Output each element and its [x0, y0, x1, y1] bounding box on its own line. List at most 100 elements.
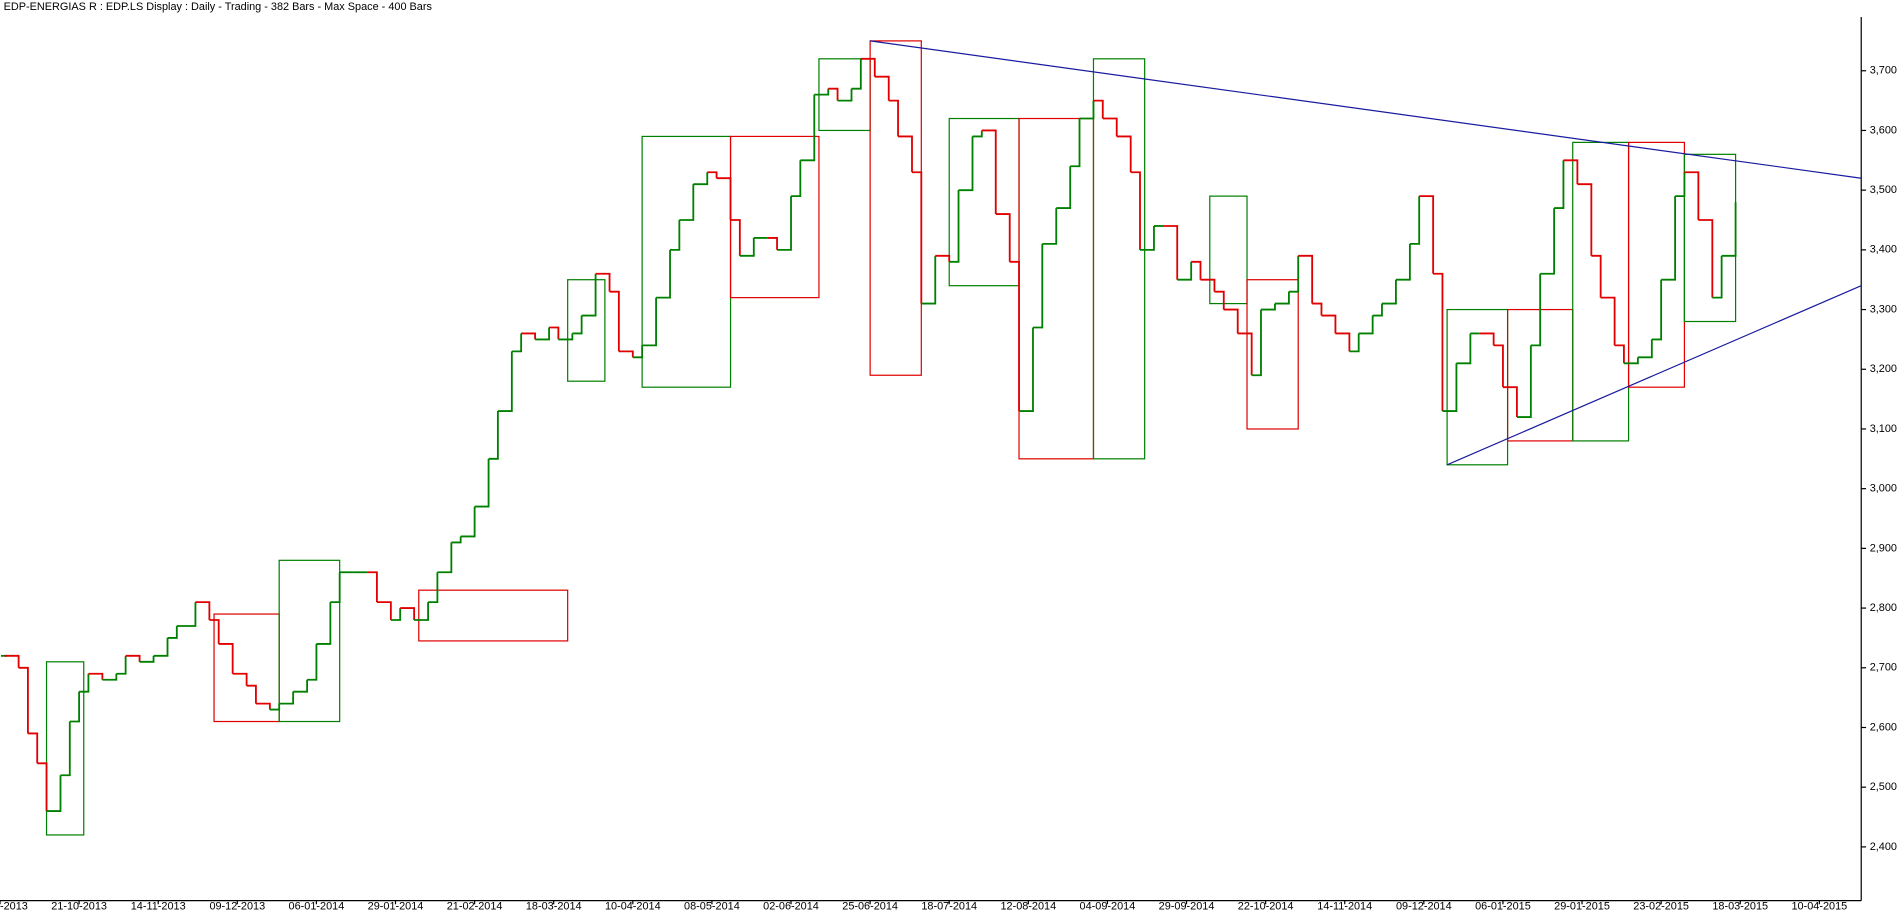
price-step [1502, 386, 1518, 418]
price-step [1070, 118, 1081, 168]
price-step [791, 160, 802, 198]
price-step [279, 691, 295, 705]
price-step [125, 654, 141, 662]
price-step [1591, 254, 1602, 298]
price-step [1372, 303, 1383, 317]
range-box [278, 559, 341, 723]
price-step [707, 171, 718, 179]
range-box [1209, 195, 1248, 305]
price-step [642, 297, 657, 347]
price-step [693, 172, 709, 186]
price-step [558, 333, 574, 341]
x-tick-label: 21-02-2014 [447, 901, 503, 913]
price-step [1214, 290, 1225, 310]
price-step [1433, 272, 1444, 412]
price-step [474, 458, 490, 508]
x-tick-label: 12-08-2014 [1000, 901, 1056, 913]
price-step [1395, 243, 1411, 281]
price-step [670, 220, 681, 251]
price-step [1661, 196, 1677, 281]
price-step [511, 333, 523, 353]
price-step [60, 721, 71, 777]
price-step [874, 75, 890, 101]
price-step [330, 572, 341, 604]
price-step [1381, 279, 1397, 305]
price-step [1577, 183, 1593, 256]
price-step [139, 655, 155, 663]
price-step [390, 608, 402, 621]
price-step [851, 58, 862, 90]
price-step [767, 237, 778, 250]
price-step [949, 190, 960, 263]
trendline [1446, 285, 1862, 466]
price-step [153, 637, 169, 657]
price-step [1251, 309, 1262, 377]
price-step [18, 666, 29, 734]
price-step [1200, 278, 1216, 292]
price-step [1009, 260, 1020, 412]
y-tick-label: 3,500 [1870, 184, 1897, 196]
x-tick-label: 29-09-2014 [1159, 901, 1215, 913]
x-tick-label: 08-05-2014 [684, 901, 740, 913]
price-step [1163, 225, 1179, 280]
price-step [549, 326, 560, 340]
price-step [1721, 202, 1737, 257]
y-tick-label: 2,500 [1870, 781, 1897, 793]
price-step [958, 136, 974, 192]
price-step [293, 679, 309, 693]
price-step [88, 672, 104, 680]
price-step [739, 237, 755, 257]
price-step [27, 732, 39, 764]
price-step [195, 601, 211, 621]
price-step [209, 619, 220, 644]
x-tick-label: 06-01-2015 [1475, 901, 1531, 913]
price-step [1056, 166, 1072, 209]
price-step [1554, 160, 1565, 209]
x-tick-label: 10-04-2014 [605, 901, 661, 913]
x-tick-label: 09-12-2013 [209, 901, 265, 913]
price-step [1712, 255, 1723, 299]
x-tick-label: 09-12-2014 [1396, 901, 1452, 913]
price-step [1623, 357, 1639, 365]
price-step [981, 129, 997, 215]
price-step [46, 775, 62, 812]
range-box [418, 589, 569, 642]
price-step [316, 602, 332, 645]
price-step [595, 272, 611, 292]
price-step [535, 327, 550, 341]
range-box [1246, 279, 1299, 430]
price-step [1651, 279, 1663, 341]
price-step [1456, 333, 1472, 365]
y-tick-label: 3,200 [1870, 363, 1897, 375]
price-step [400, 607, 416, 621]
x-tick-label: 29-01-2014 [368, 901, 424, 913]
x-tick-label: 14-11-2014 [1317, 901, 1372, 913]
price-step [1321, 314, 1337, 334]
trendline [870, 40, 1862, 179]
price-step [1684, 171, 1700, 221]
price-step [232, 672, 248, 686]
price-step [246, 684, 257, 704]
price-step [428, 572, 439, 604]
x-tick-label: 29-01-2015 [1554, 901, 1610, 913]
price-step [1409, 196, 1421, 245]
x-tick-label: 18-07-2014 [921, 901, 977, 913]
price-step [1335, 332, 1351, 352]
price-step [1600, 296, 1616, 346]
price-step [921, 255, 937, 305]
price-step [488, 411, 499, 460]
price-step [460, 506, 476, 538]
price-step [176, 602, 197, 627]
y-tick-label: 2,600 [1870, 721, 1897, 733]
price-step [376, 601, 392, 621]
price-step [860, 57, 876, 77]
price-step [618, 350, 634, 358]
price-step [1479, 332, 1495, 346]
price-step [1288, 255, 1300, 293]
price-step [255, 702, 271, 710]
y-tick-label: 3,100 [1870, 423, 1897, 435]
price-step [1032, 243, 1044, 329]
range-box [1683, 153, 1737, 323]
price-step [1349, 333, 1360, 353]
